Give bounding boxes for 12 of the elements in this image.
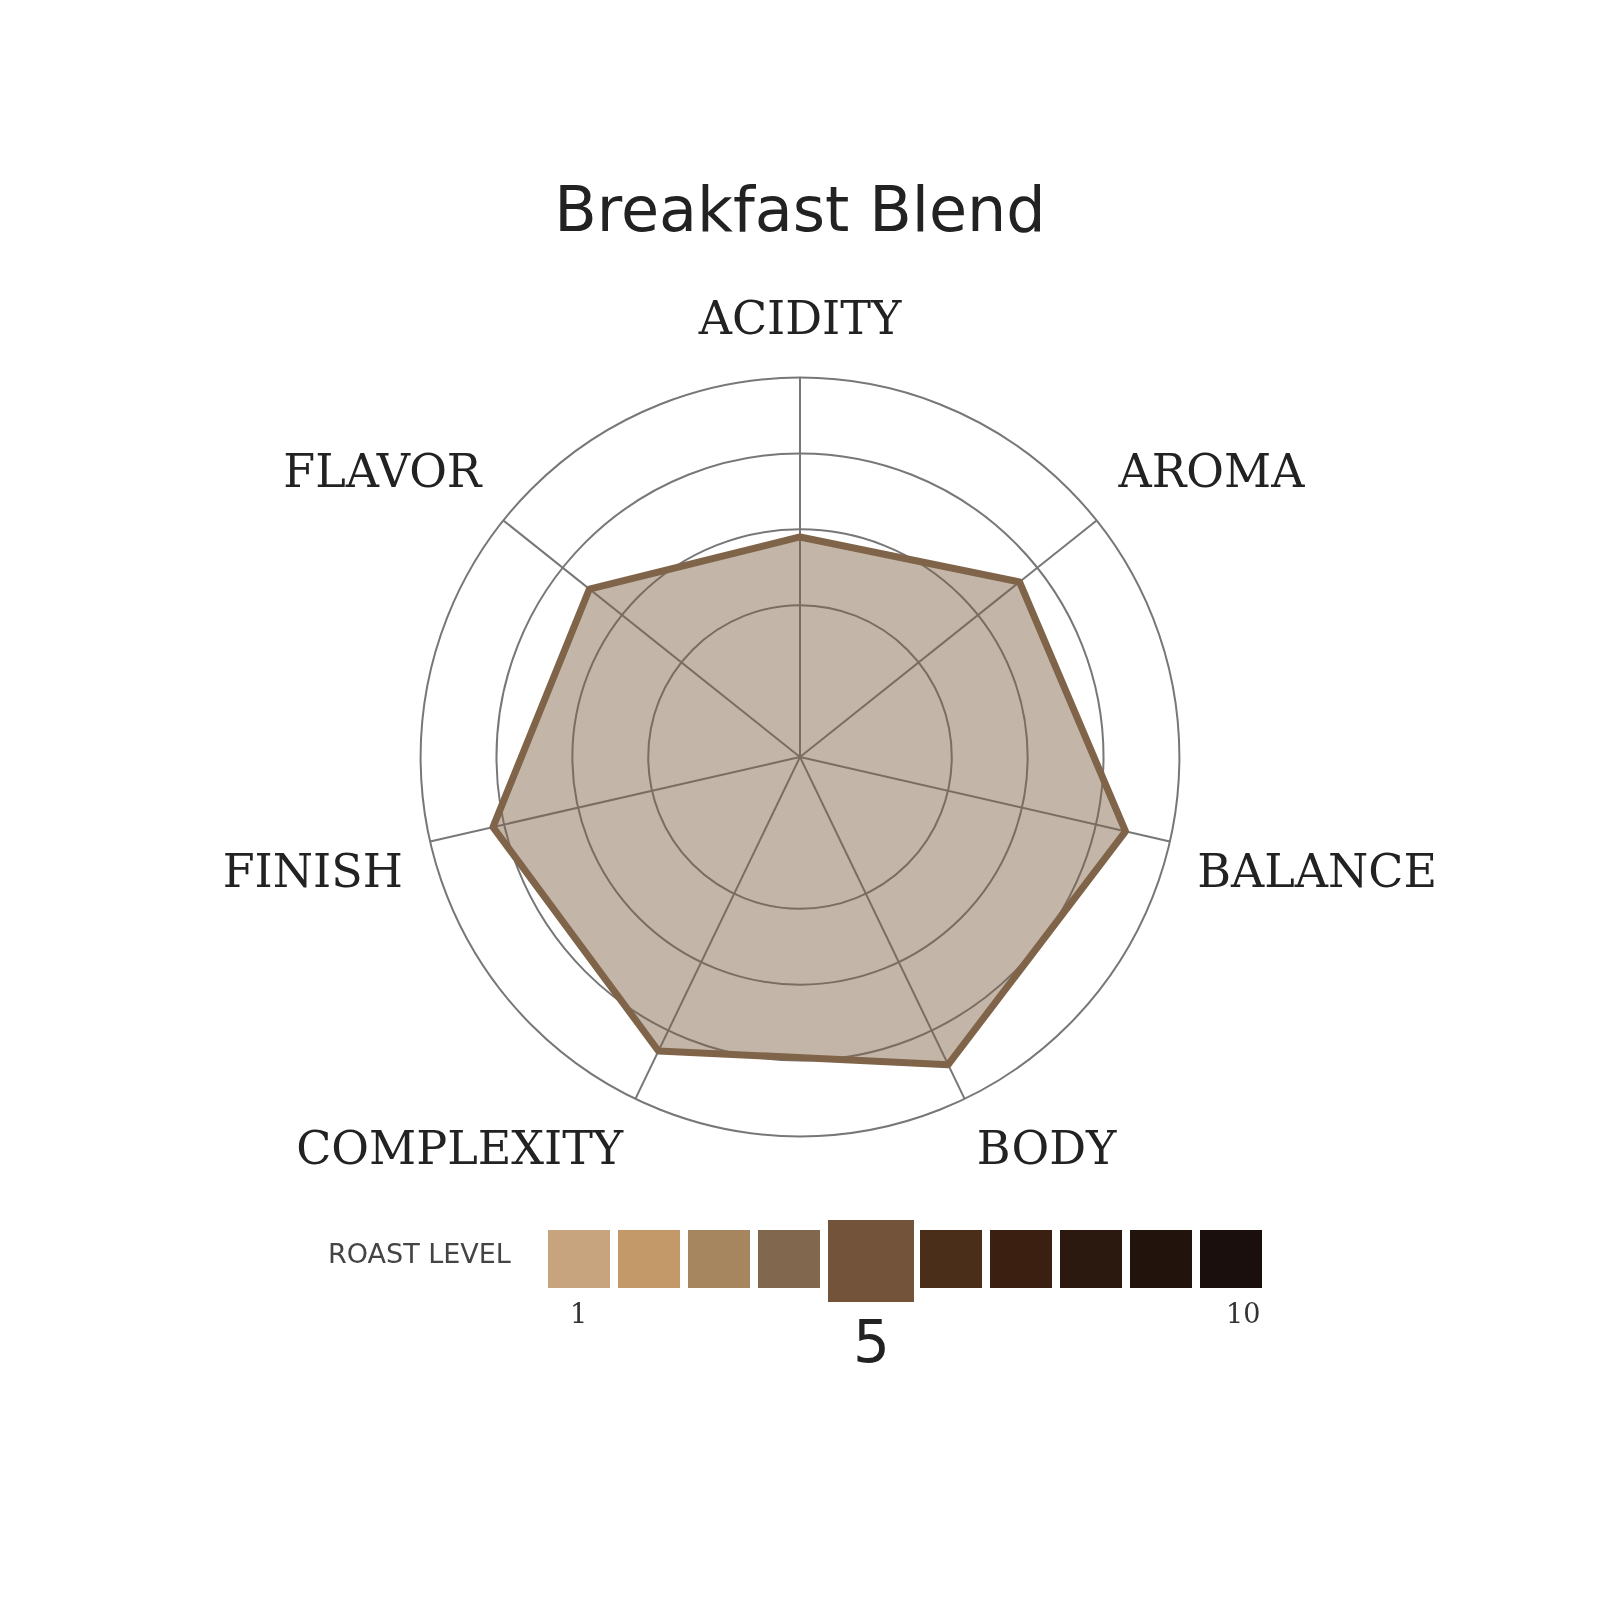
text: ROAST LEVEL [328, 1238, 511, 1269]
spoke-label: AROMA [1117, 444, 1306, 499]
text: 10 [1226, 1298, 1261, 1329]
spoke-label: FLAVOR [283, 444, 483, 499]
spoke-label: COMPLEXITY [296, 1120, 624, 1175]
chart-title: Breakfast Blend [554, 173, 1046, 247]
spoke-label: ACIDITY [697, 290, 902, 345]
spoke-label: BODY [976, 1120, 1118, 1175]
text: 5 [853, 1308, 890, 1376]
spoke-label: BALANCE [1197, 844, 1438, 899]
spoke-label: FINISH [222, 844, 403, 899]
text: 1 [570, 1298, 588, 1329]
